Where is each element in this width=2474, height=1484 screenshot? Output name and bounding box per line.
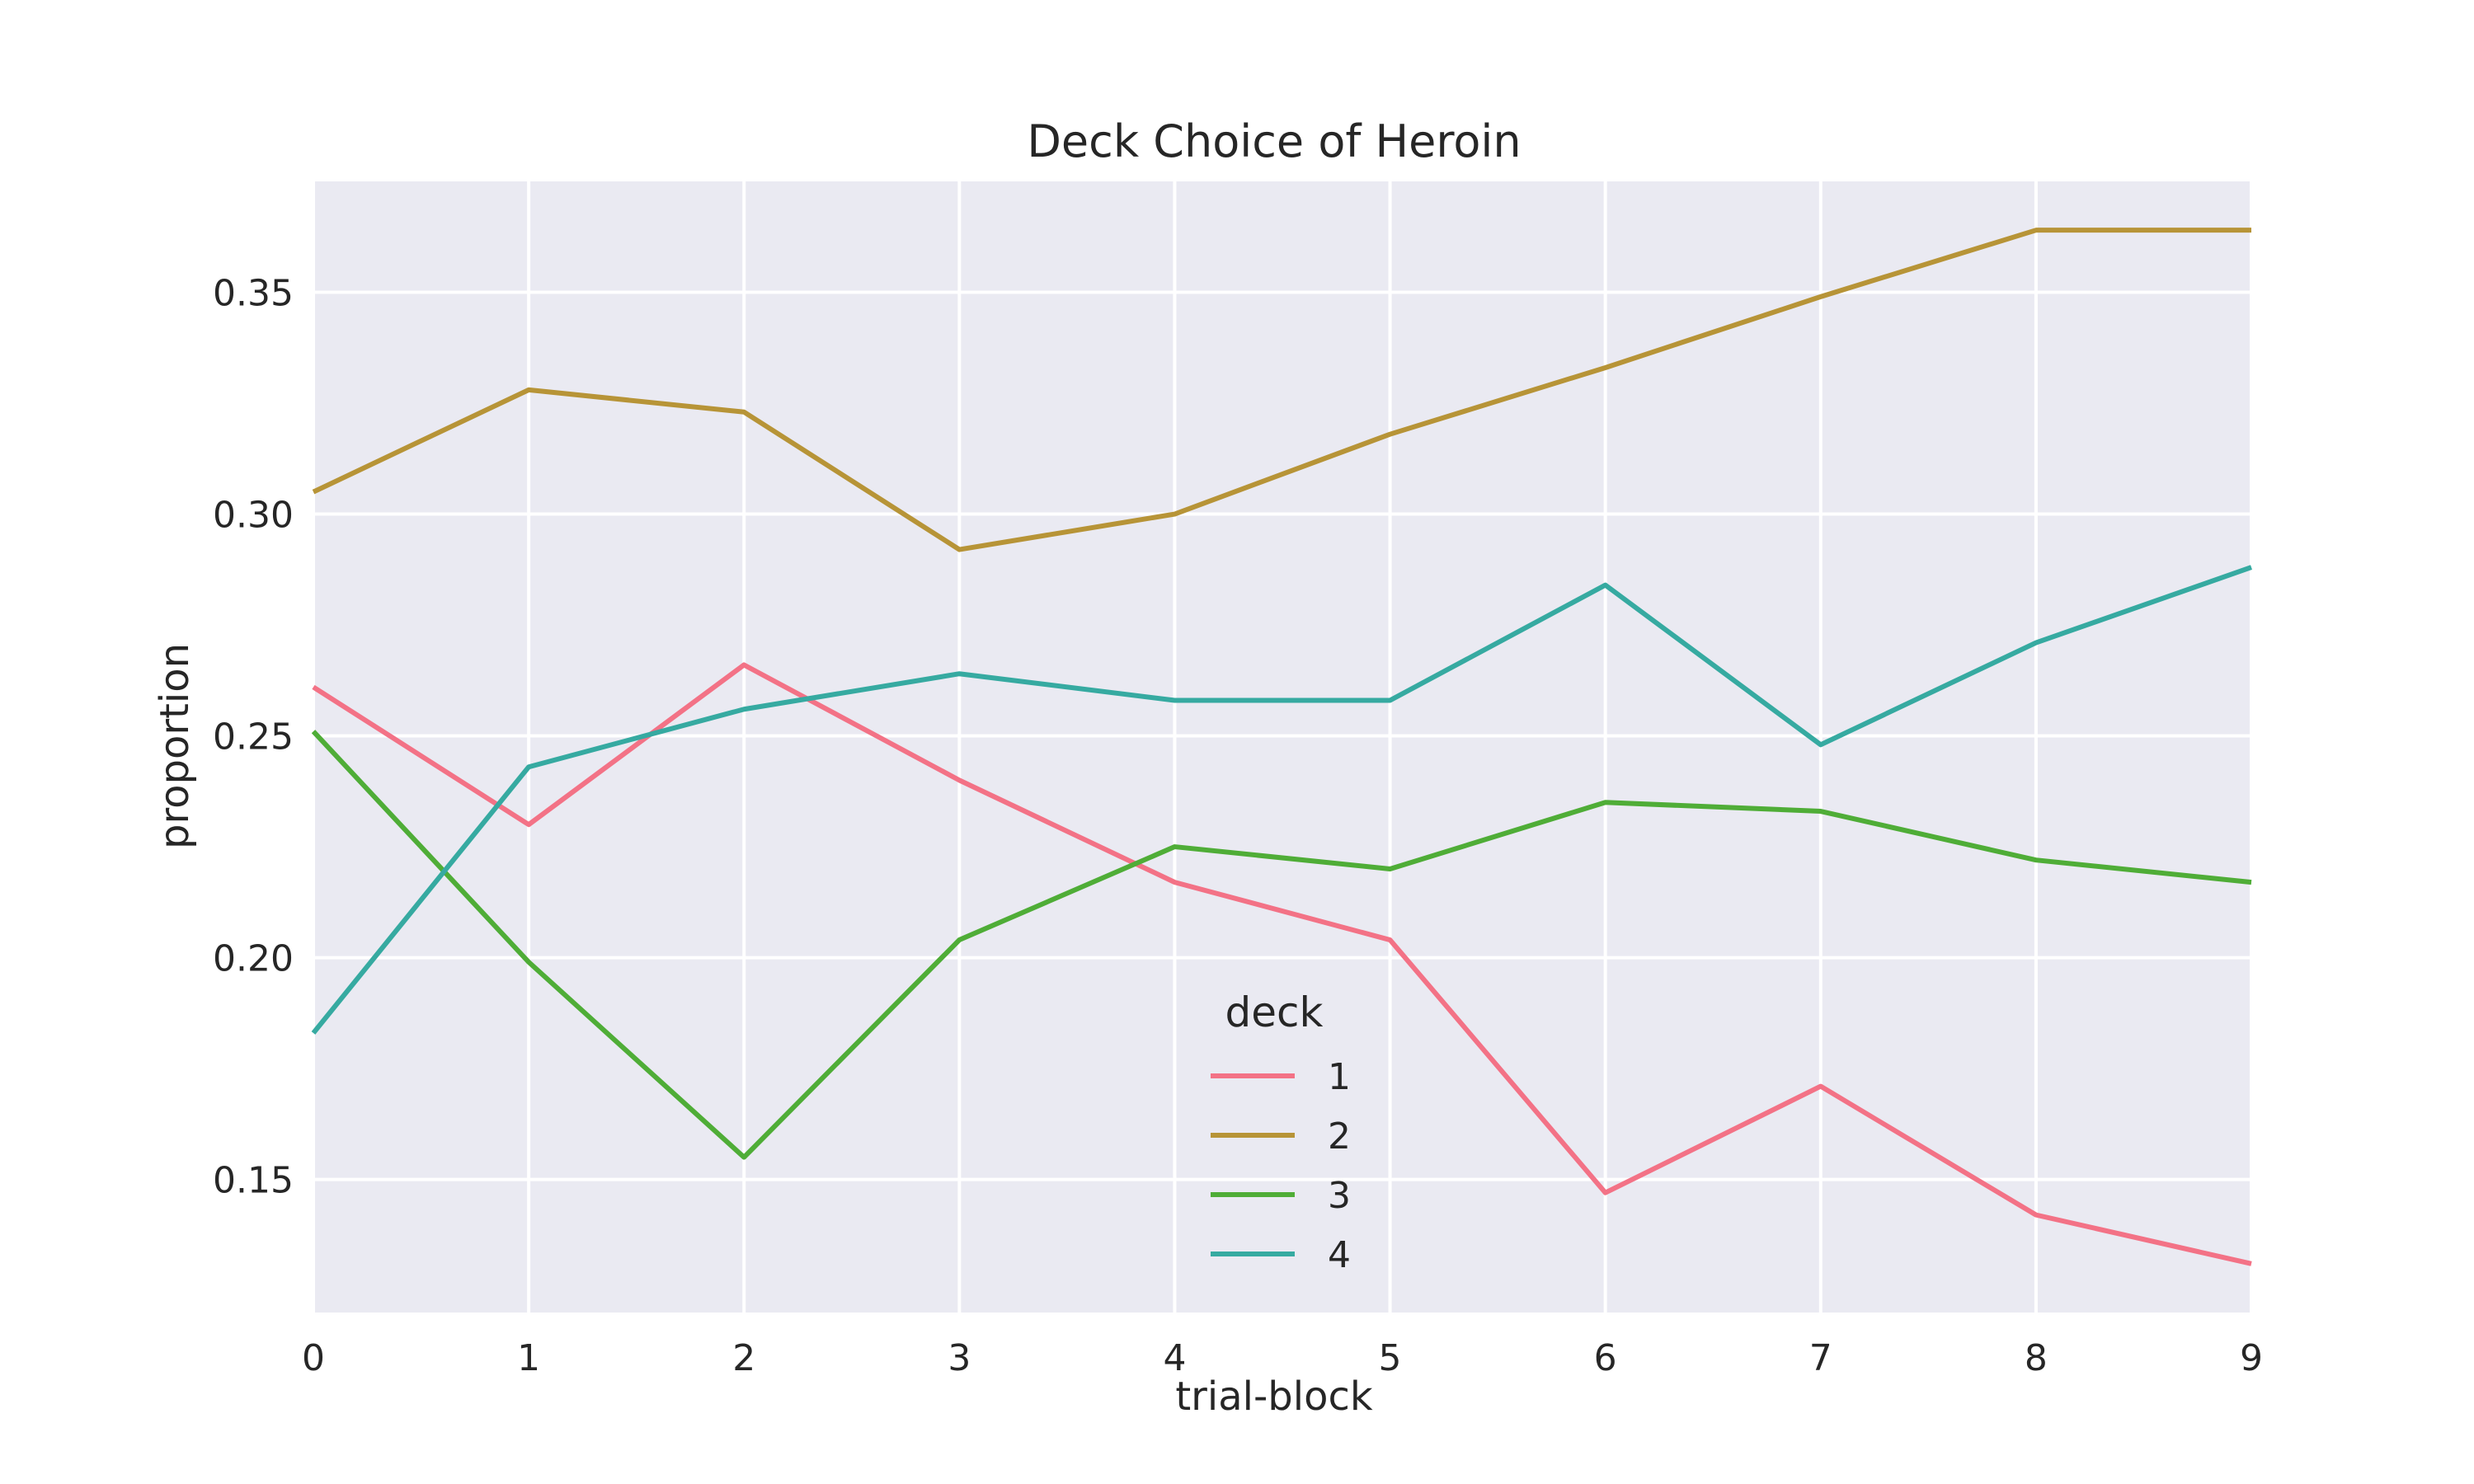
legend: deck 1 2 3 4 — [1211, 989, 1351, 1276]
x-tick-label: 8 — [2025, 1337, 2048, 1379]
x-tick-label: 2 — [732, 1337, 755, 1379]
legend-label-deck-4: 4 — [1328, 1234, 1351, 1276]
legend-label-deck-1: 1 — [1328, 1056, 1351, 1098]
series-line-deck-1 — [312, 662, 2252, 1266]
x-tick-label: 1 — [517, 1337, 540, 1379]
y-tick-label: 0.15 — [213, 1160, 294, 1202]
x-tick-label: 9 — [2240, 1337, 2263, 1379]
series-lines — [311, 228, 2252, 1266]
x-axis-ticks: 0 1 2 3 4 5 6 7 8 9 — [302, 1337, 2263, 1379]
x-tick-label: 6 — [1594, 1337, 1617, 1379]
chart-title: Deck Choice of Heroin — [1027, 115, 1521, 167]
x-tick-label: 0 — [302, 1337, 325, 1379]
legend-entries: 1 2 3 4 — [1211, 1056, 1351, 1276]
y-axis-ticks: 0.15 0.20 0.25 0.30 0.35 — [213, 273, 294, 1202]
series-line-deck-3 — [311, 730, 2252, 1160]
legend-title: deck — [1225, 989, 1324, 1036]
x-tick-label: 7 — [1809, 1337, 1832, 1379]
y-tick-label: 0.30 — [213, 495, 294, 537]
x-tick-label: 4 — [1163, 1337, 1186, 1379]
x-tick-label: 3 — [948, 1337, 971, 1379]
y-tick-label: 0.20 — [213, 938, 294, 980]
y-axis-label: proportion — [152, 643, 198, 849]
series-line-deck-2 — [312, 228, 2251, 552]
x-axis-label: trial-block — [1175, 1374, 1373, 1420]
series-line-deck-4 — [311, 565, 2252, 1035]
x-tick-label: 5 — [1379, 1337, 1402, 1379]
legend-label-deck-3: 3 — [1328, 1175, 1351, 1217]
y-tick-label: 0.25 — [213, 716, 294, 758]
y-tick-label: 0.35 — [213, 273, 294, 315]
legend-label-deck-2: 2 — [1328, 1115, 1351, 1158]
